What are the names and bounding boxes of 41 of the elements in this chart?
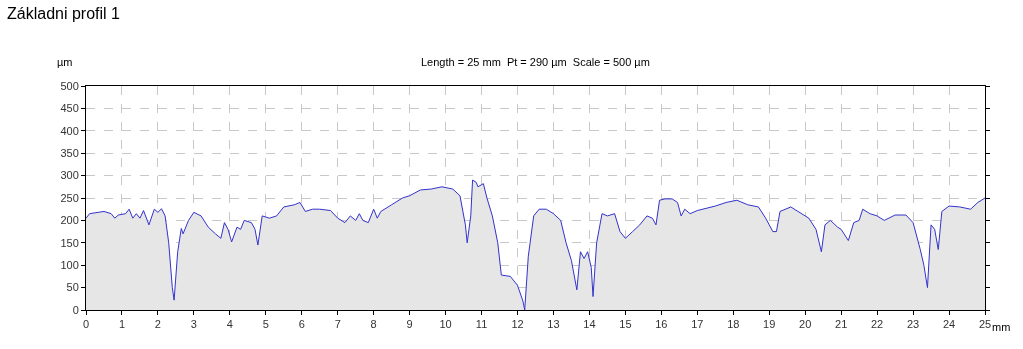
x-tick-label: 19	[763, 318, 776, 331]
x-tick-label: 18	[727, 318, 740, 331]
x-tick-label: 5	[262, 318, 269, 331]
chart-title: Základni profil 1	[7, 5, 121, 22]
x-axis-title: mm	[992, 321, 1011, 333]
x-tick-label: 17	[691, 318, 704, 331]
y-tick-label: 450	[60, 102, 79, 115]
x-tick-label: 21	[835, 318, 848, 331]
y-tick-label: 150	[60, 236, 79, 249]
x-tick-label: 14	[583, 318, 596, 331]
y-tick-label: 0	[72, 303, 79, 316]
x-tick-label: 7	[334, 318, 341, 331]
x-tick-label: 3	[190, 318, 197, 331]
y-tick-label: 100	[60, 259, 79, 272]
x-tick-label: 2	[154, 318, 161, 331]
x-tick-label: 8	[370, 318, 377, 331]
y-tick-label: 400	[60, 124, 79, 137]
x-tick-label: 0	[82, 318, 90, 331]
y-tick-label: 300	[60, 169, 79, 182]
x-tick-label: 24	[942, 318, 956, 331]
y-axis-title: µm	[57, 56, 73, 68]
x-tick-label: 25	[978, 318, 992, 331]
x-tick-label: 15	[619, 318, 632, 331]
x-tick-label: 9	[406, 318, 413, 331]
x-tick-label: 13	[547, 318, 560, 331]
x-tick-label: 16	[655, 318, 668, 331]
y-tick-label: 200	[60, 214, 79, 227]
x-tick-label: 12	[511, 318, 524, 331]
x-tick-label: 6	[298, 318, 305, 331]
x-tick-label: 11	[475, 318, 488, 331]
y-tick-label: 50	[66, 281, 79, 294]
x-tick-label: 4	[226, 318, 233, 331]
x-tick-label: 10	[439, 318, 452, 331]
y-tick-label: 350	[60, 147, 79, 160]
x-tick-label: 20	[799, 318, 812, 331]
y-tick-label: 250	[60, 191, 79, 204]
y-tick-label: 500	[60, 79, 79, 92]
x-tick-label: 22	[870, 318, 884, 331]
x-tick-label: 23	[906, 318, 920, 331]
chart-subtitle: Length = 25 mm Pt = 290 µm Scale = 500 µm	[421, 56, 650, 68]
x-tick-label: 1	[118, 318, 126, 331]
